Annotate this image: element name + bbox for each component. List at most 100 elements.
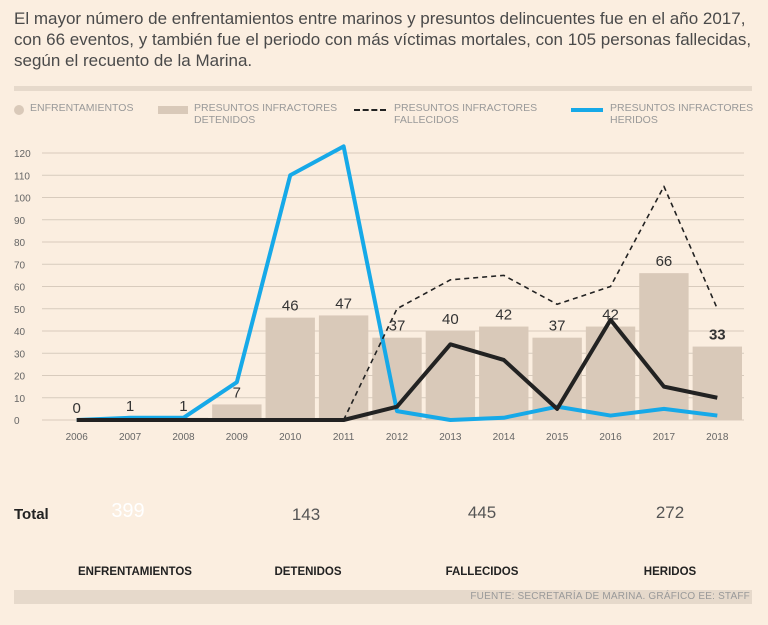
- x-tick-label-2018: 2018: [706, 432, 729, 443]
- line-heridos-point-2017: [662, 407, 665, 410]
- legend-marker-fallecidos: [354, 109, 386, 111]
- bar-2009: [212, 404, 262, 420]
- line-heridos-point-2016: [609, 414, 612, 417]
- data-label-2011: 47: [335, 295, 352, 312]
- legend-marker-heridos: [571, 108, 603, 112]
- x-tick-label-2006: 2006: [66, 432, 89, 443]
- y-tick-label-20: 20: [14, 372, 26, 383]
- data-label-2010: 46: [282, 298, 299, 315]
- footer-divider: [14, 590, 752, 604]
- line-heridos-point-2012: [396, 410, 399, 413]
- x-tick-label-2014: 2014: [493, 432, 516, 443]
- total-circle-heridos: 272: [636, 479, 704, 547]
- total-value-fallecidos: 445: [467, 503, 497, 522]
- total-category-fallecidos: FALLECIDOS: [445, 566, 519, 578]
- line-fallecidos-point-2014: [502, 274, 505, 277]
- line-heridos-point-2011: [342, 145, 345, 148]
- x-tick-label-2013: 2013: [439, 432, 462, 443]
- y-tick-label-10: 10: [14, 394, 26, 405]
- line-detenidos-point-2014: [502, 358, 505, 361]
- y-tick-label-50: 50: [14, 305, 26, 316]
- line-heridos-point-2010: [289, 174, 292, 177]
- legend-label-fallecidos: PRESUNTOS INFRACTORES FALLECIDOS: [394, 102, 538, 126]
- line-fallecidos-point-2016: [609, 285, 612, 288]
- y-tick-label-90: 90: [14, 216, 26, 227]
- line-detenidos-point-2017: [662, 385, 665, 388]
- line-detenidos: [76, 317, 718, 422]
- total-category-enfrentamientos: ENFRENTAMIENTOS: [78, 566, 192, 578]
- y-tick-label-0: 0: [14, 416, 20, 427]
- line-heridos-point-2013: [449, 419, 452, 422]
- total-category-detenidos: DETENIDOS: [274, 566, 342, 578]
- bar-2017: [639, 273, 689, 420]
- data-label-2016: 42: [602, 307, 619, 324]
- totals-label: Total: [14, 506, 49, 523]
- bar-2010: [265, 317, 315, 420]
- line-detenidos-point-2018: [716, 396, 719, 399]
- legend-label-enfrentamientos: ENFRENTAMIENTOS: [30, 102, 134, 114]
- line-heridos-point-2018: [716, 414, 719, 417]
- data-label-2018: 33: [709, 327, 726, 344]
- line-fallecidos-point-2012: [396, 307, 399, 310]
- line-fallecidos-point-2013: [449, 278, 452, 281]
- y-tick-label-30: 30: [14, 349, 26, 360]
- source-credit: FUENTE: SECRETARÍA DE MARINA. GRÁFICO EE…: [470, 591, 750, 602]
- x-tick-label-2017: 2017: [653, 432, 676, 443]
- x-tick-label-2015: 2015: [546, 432, 569, 443]
- legend-marker-detenidos: [158, 106, 188, 114]
- data-label-2008: 1: [179, 398, 187, 415]
- bar-2011: [318, 315, 369, 420]
- line-fallecidos-point-2018: [716, 307, 719, 310]
- legend-label-heridos: PRESUNTOS INFRACTORES HERIDOS: [610, 102, 754, 126]
- data-label-2014: 42: [495, 307, 512, 324]
- line-heridos: [76, 144, 718, 422]
- y-tick-label-60: 60: [14, 283, 26, 294]
- x-tick-label-2016: 2016: [599, 432, 622, 443]
- top-divider: [14, 86, 752, 91]
- x-tick-label-2012: 2012: [386, 432, 409, 443]
- line-detenidos-point-2011: [342, 419, 345, 422]
- total-value-detenidos: 143: [291, 505, 321, 524]
- line-detenidos-point-2006: [75, 419, 78, 422]
- legend-label-detenidos: PRESUNTOS INFRACTORES DETENIDOS: [194, 102, 338, 126]
- data-label-2013: 40: [442, 311, 459, 328]
- data-label-2017: 66: [656, 253, 673, 270]
- data-label-2015: 37: [549, 318, 566, 335]
- line-detenidos-point-2007: [129, 419, 132, 422]
- data-label-2009: 7: [233, 384, 241, 401]
- intro-text: El mayor número de enfrentamientos entre…: [14, 9, 752, 70]
- x-tick-label-2008: 2008: [172, 432, 195, 443]
- total-circle-enfrentamientos: 399: [89, 472, 167, 550]
- x-tick-label-2011: 2011: [333, 432, 355, 443]
- total-value-enfrentamientos: 399: [111, 499, 145, 522]
- line-detenidos-point-2012: [396, 405, 399, 408]
- y-tick-label-70: 70: [14, 260, 26, 271]
- line-fallecidos-point-2015: [556, 303, 559, 306]
- total-category-heridos: HERIDOS: [643, 566, 697, 578]
- x-tick-label-2007: 2007: [119, 432, 142, 443]
- line-fallecidos-point-2017: [662, 185, 665, 188]
- data-label-2012: 37: [389, 318, 406, 335]
- line-detenidos-point-2010: [289, 419, 292, 422]
- y-tick-label-110: 110: [14, 171, 30, 182]
- line-detenidos-point-2008: [182, 419, 185, 422]
- line-heridos-point-2014: [502, 416, 505, 419]
- x-tick-label-2009: 2009: [226, 432, 249, 443]
- total-circle-fallecidos: 445: [440, 471, 524, 555]
- y-tick-label-40: 40: [14, 327, 26, 338]
- y-tick-label-100: 100: [14, 194, 31, 205]
- bar-2018: [692, 346, 742, 420]
- line-detenidos-point-2013: [449, 343, 452, 346]
- line-detenidos-point-2015: [556, 407, 559, 410]
- legend-marker-enfrentamientos: [14, 105, 24, 115]
- data-label-2006: 0: [73, 400, 81, 417]
- x-tick-label-2010: 2010: [279, 432, 302, 443]
- total-value-heridos: 272: [655, 503, 685, 522]
- data-label-2007: 1: [126, 398, 134, 415]
- line-heridos-point-2009: [235, 381, 238, 384]
- y-tick-label-80: 80: [14, 238, 26, 249]
- y-tick-label-120: 120: [14, 149, 31, 160]
- line-detenidos-point-2009: [235, 419, 238, 422]
- total-circle-detenidos: 143: [281, 490, 331, 540]
